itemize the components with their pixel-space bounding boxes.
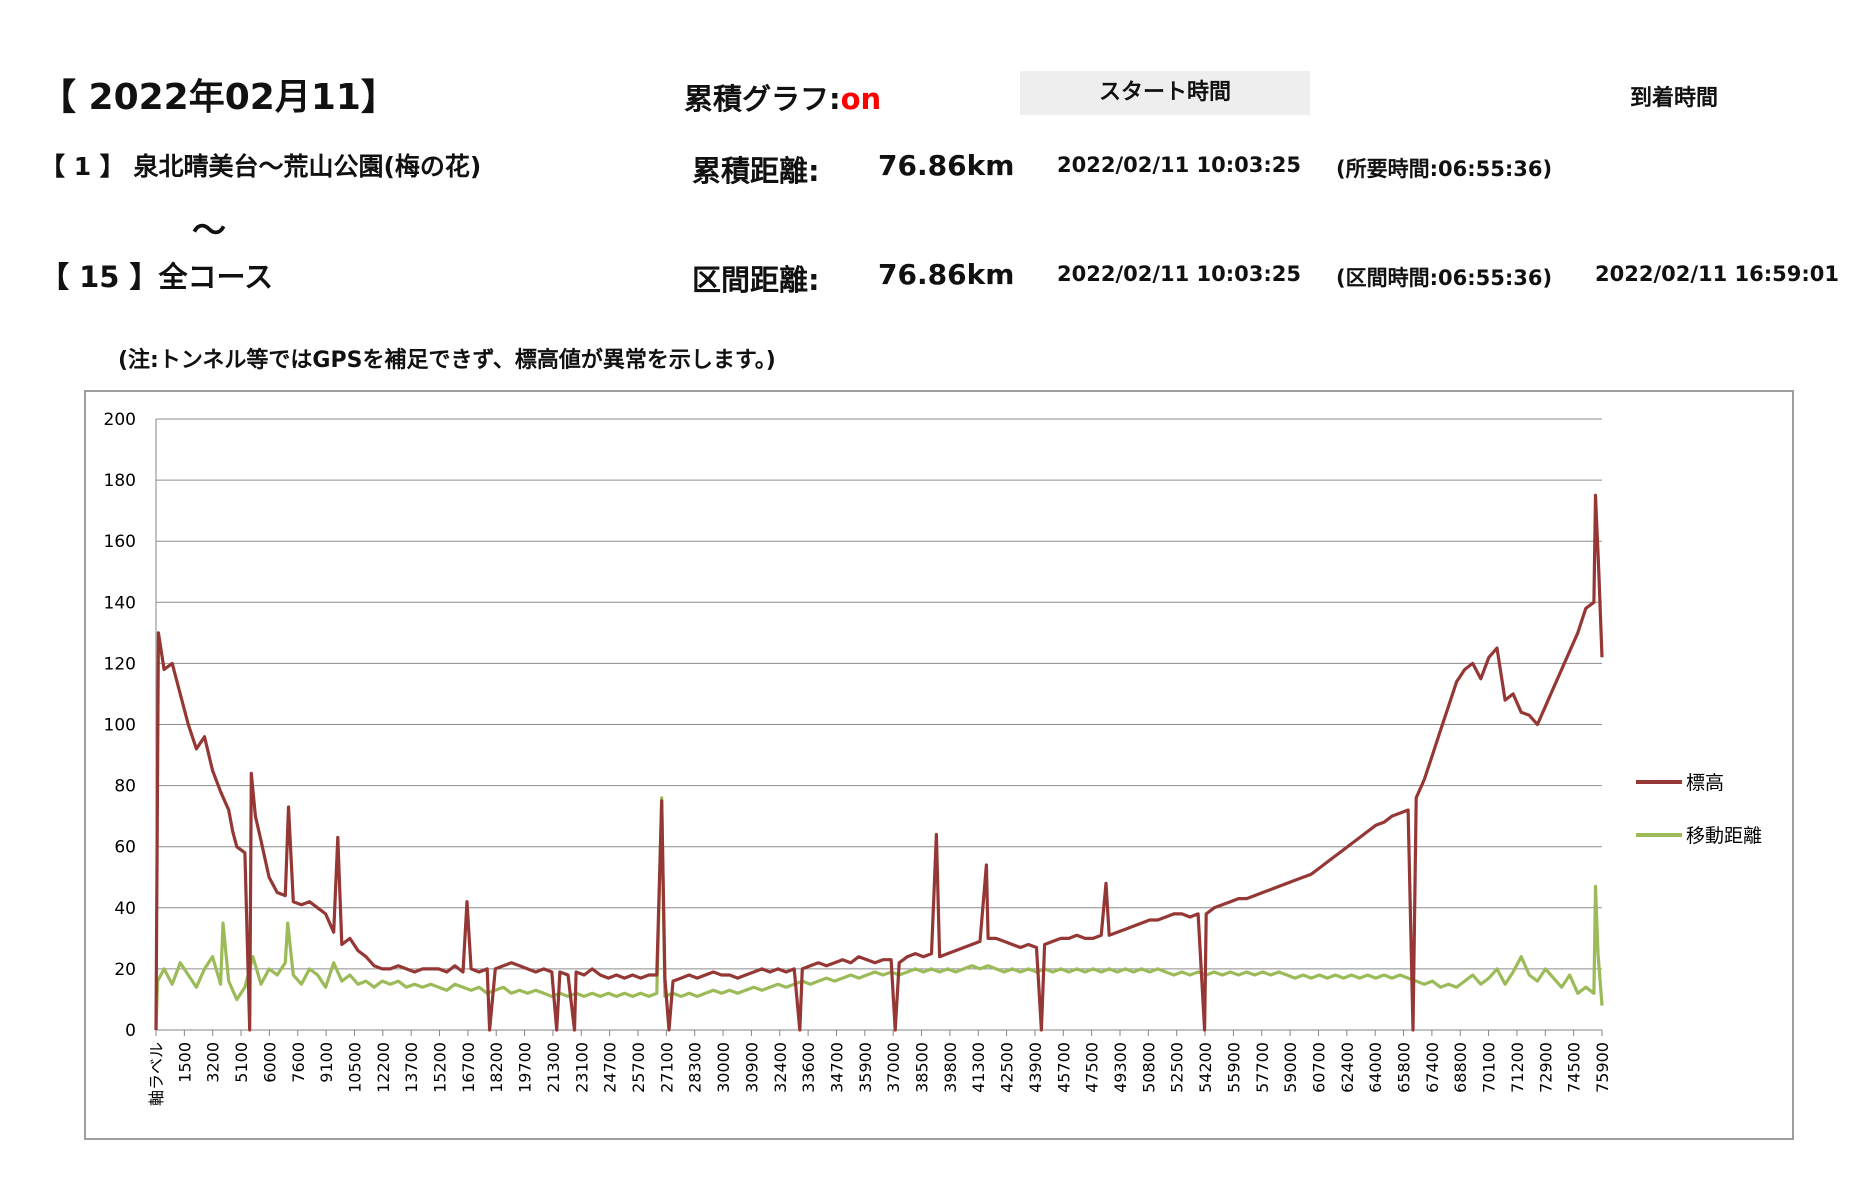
x-tick-label: 9100 xyxy=(317,1042,336,1083)
cumulative-distance-label: 累積距離: xyxy=(692,154,820,188)
route-segment-2: 【 15 】全コース xyxy=(40,260,274,294)
y-axis-ticks: 0 20 40 60 80 100 120 140 160 180 200 xyxy=(104,410,136,1041)
chart-series xyxy=(154,493,1604,1032)
cumulative-graph-state: on xyxy=(840,82,882,116)
legend-label: 標高 xyxy=(1686,772,1724,794)
x-tick-label: 70100 xyxy=(1480,1042,1499,1093)
cumulative-graph-label: 累積グラフ: xyxy=(684,82,841,116)
cumulative-graph-toggle[interactable]: 累積グラフ:on xyxy=(684,76,881,118)
movement-series-line xyxy=(154,796,1604,1031)
x-tick-label: 6000 xyxy=(260,1042,279,1083)
x-tick-label: 15200 xyxy=(431,1042,450,1093)
arrival-time-value: 2022/02/11 16:59:01 xyxy=(1595,262,1840,286)
x-tick-label: 23100 xyxy=(572,1042,591,1093)
x-tick-label: 34700 xyxy=(827,1042,846,1093)
x-tick-label: 74500 xyxy=(1565,1042,1584,1093)
x-axis-ticks: 軸ラベル 1500 3200 5100 6000 7600 9100 10500 12200 13… xyxy=(147,1030,1612,1106)
date-title: 【 2022年02月11】 xyxy=(40,77,397,118)
x-tick-label: 軸ラベル xyxy=(147,1042,166,1106)
elevation-series-line xyxy=(154,493,1604,1032)
x-tick-label: 3200 xyxy=(204,1042,223,1083)
y-tick-label: 80 xyxy=(114,777,136,797)
x-tick-label: 57700 xyxy=(1253,1042,1272,1093)
y-tick-label: 200 xyxy=(104,410,136,430)
cumulative-start-time: 2022/02/11 10:03:25 xyxy=(1057,153,1302,177)
x-tick-label: 47500 xyxy=(1083,1042,1102,1093)
y-tick-label: 160 xyxy=(104,532,136,552)
y-tick-label: 180 xyxy=(104,471,136,491)
x-tick-label: 24700 xyxy=(601,1042,620,1093)
cumulative-distance-value: 76.86km xyxy=(878,149,1015,182)
x-tick-label: 62400 xyxy=(1338,1042,1357,1093)
x-tick-label: 72900 xyxy=(1536,1042,1555,1093)
legend-label: 移動距離 xyxy=(1686,825,1762,847)
x-tick-label: 52500 xyxy=(1168,1042,1187,1093)
x-tick-label: 37000 xyxy=(884,1042,903,1093)
y-tick-label: 120 xyxy=(104,654,136,674)
x-tick-label: 12200 xyxy=(374,1042,393,1093)
x-tick-label: 28300 xyxy=(686,1042,705,1093)
x-tick-label: 59000 xyxy=(1281,1042,1300,1093)
x-tick-label: 39800 xyxy=(941,1042,960,1093)
x-tick-label: 60700 xyxy=(1309,1042,1328,1093)
elevation-chart: 0 20 40 60 80 100 120 140 160 180 200 軸ラベル 1500 3200… xyxy=(104,410,1762,1106)
x-tick-label: 33600 xyxy=(799,1042,818,1093)
x-tick-label: 67400 xyxy=(1423,1042,1442,1093)
x-tick-label: 21300 xyxy=(544,1042,563,1093)
required-time: (所要時間:06:55:36) xyxy=(1336,157,1553,181)
x-tick-label: 38500 xyxy=(913,1042,932,1093)
x-tick-label: 13700 xyxy=(402,1042,421,1093)
section-start-time: 2022/02/11 10:03:25 xyxy=(1057,262,1302,286)
x-tick-label: 49300 xyxy=(1111,1042,1130,1093)
x-tick-label: 27100 xyxy=(657,1042,676,1093)
x-tick-label: 16700 xyxy=(459,1042,478,1093)
x-tick-label: 18200 xyxy=(487,1042,506,1093)
elevation-chart-frame: 0 20 40 60 80 100 120 140 160 180 200 軸ラベル 1500 3200… xyxy=(84,390,1794,1140)
x-tick-label: 50800 xyxy=(1139,1042,1158,1093)
x-tick-label: 55900 xyxy=(1224,1042,1243,1093)
x-tick-label: 32400 xyxy=(771,1042,790,1093)
route-segment-1: 【 1 】 泉北晴美台～荒山公園(梅の花) xyxy=(40,152,482,181)
gps-note: (注:トンネル等ではGPSを補足できず、標高値が異常を示します。) xyxy=(118,348,776,373)
x-tick-label: 1500 xyxy=(175,1042,194,1083)
y-tick-label: 60 xyxy=(114,838,136,858)
x-tick-label: 19700 xyxy=(516,1042,535,1093)
x-tick-label: 54200 xyxy=(1196,1042,1215,1093)
start-time-header: スタート時間 xyxy=(1020,71,1310,115)
x-tick-label: 65800 xyxy=(1395,1042,1414,1093)
x-tick-label: 10500 xyxy=(345,1042,364,1093)
y-tick-label: 140 xyxy=(104,593,136,613)
x-tick-label: 41300 xyxy=(969,1042,988,1093)
section-distance-label: 区間距離: xyxy=(692,263,820,297)
x-tick-label: 68800 xyxy=(1451,1042,1470,1093)
y-tick-label: 0 xyxy=(125,1021,136,1041)
x-tick-label: 35900 xyxy=(856,1042,875,1093)
y-tick-label: 40 xyxy=(114,899,136,919)
y-tick-label: 100 xyxy=(104,716,136,736)
x-tick-label: 7600 xyxy=(289,1042,308,1083)
route-separator: ～ xyxy=(192,211,226,251)
x-tick-label: 5100 xyxy=(232,1042,251,1083)
x-tick-label: 30000 xyxy=(714,1042,733,1093)
x-tick-label: 30900 xyxy=(742,1042,761,1093)
chart-gridlines xyxy=(155,418,1602,1031)
x-tick-label: 42500 xyxy=(998,1042,1017,1093)
x-tick-label: 71200 xyxy=(1508,1042,1527,1093)
x-tick-label: 45700 xyxy=(1054,1042,1073,1093)
arrival-time-header: 到着時間 xyxy=(1630,86,1719,111)
x-tick-label: 75900 xyxy=(1593,1042,1612,1093)
section-distance-value: 76.86km xyxy=(878,258,1015,291)
x-tick-label: 64000 xyxy=(1366,1042,1385,1093)
x-tick-label: 43900 xyxy=(1026,1042,1045,1093)
y-tick-label: 20 xyxy=(114,960,136,980)
x-tick-label: 25700 xyxy=(629,1042,648,1093)
section-time: (区間時間:06:55:36) xyxy=(1336,266,1553,290)
